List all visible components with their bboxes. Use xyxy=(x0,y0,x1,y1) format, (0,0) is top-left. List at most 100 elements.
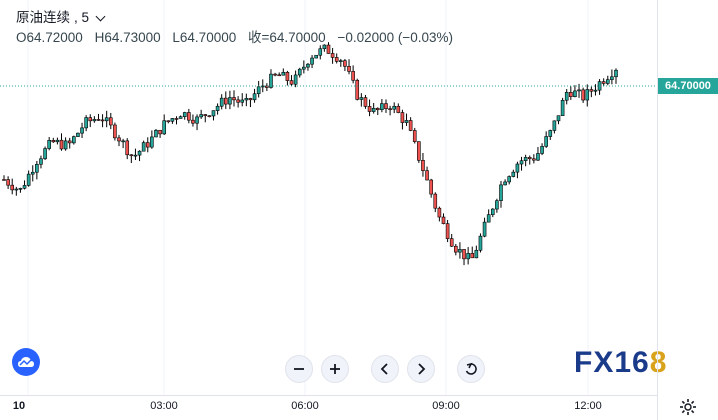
candle-down xyxy=(527,157,532,160)
candle-up xyxy=(30,171,35,175)
candle-down xyxy=(470,253,475,259)
candle-down xyxy=(375,107,380,111)
candle-up xyxy=(269,73,273,88)
candle-up xyxy=(228,97,232,105)
fx168-logo: FX168 xyxy=(574,346,667,380)
scroll-left-button[interactable] xyxy=(371,355,399,383)
candle-down xyxy=(277,74,281,77)
candle-up xyxy=(256,86,261,95)
candle-up xyxy=(544,136,548,147)
chevron-down-icon[interactable] xyxy=(95,11,106,21)
candle-down xyxy=(88,117,93,122)
chart-area[interactable]: 原油连续 , 5 O64.72000 H64.73000 L64.70000 收=… xyxy=(0,0,666,395)
scroll-right-button[interactable] xyxy=(407,355,435,383)
candle-up xyxy=(39,158,43,165)
candle-up xyxy=(170,118,175,122)
chart-legend: 原油连续 , 5 O64.72000 H64.73000 L64.70000 收=… xyxy=(16,8,461,48)
candle-down xyxy=(601,81,606,84)
candle-up xyxy=(614,69,618,78)
zoom-in-button[interactable] xyxy=(321,355,349,383)
candle-down xyxy=(384,103,388,110)
candle-up xyxy=(573,90,577,97)
cloud-button[interactable] xyxy=(12,348,40,376)
candle-up xyxy=(18,187,23,190)
candle-up xyxy=(182,112,187,117)
candle-up xyxy=(162,120,166,135)
candle-up xyxy=(72,136,76,144)
candle-up xyxy=(195,116,199,124)
time-axis[interactable]: 10 03:00 06:00 09:00 12:00 xyxy=(0,395,657,420)
candle-up xyxy=(392,105,397,110)
candle-down xyxy=(363,97,368,107)
candle-up xyxy=(610,76,614,80)
candle-down xyxy=(191,119,195,124)
candle-down xyxy=(388,108,392,111)
candle-up xyxy=(133,154,138,157)
candle-down xyxy=(10,184,15,191)
candle-up xyxy=(482,221,487,237)
candle-up xyxy=(211,110,216,117)
reset-icon xyxy=(465,362,477,375)
candle-down xyxy=(67,140,72,144)
candlestick-chart[interactable] xyxy=(0,0,657,395)
time-label-day: 10 xyxy=(12,400,26,412)
candle-up xyxy=(314,54,318,59)
zoom-out-icon xyxy=(294,368,304,370)
candle-down xyxy=(441,216,446,224)
candle-up xyxy=(240,99,245,103)
candle-down xyxy=(417,141,421,161)
candle-down xyxy=(589,89,594,92)
candle-up xyxy=(577,89,581,92)
gear-icon[interactable] xyxy=(679,398,697,416)
candle-up xyxy=(35,163,39,173)
candle-up xyxy=(281,71,286,76)
candle-up xyxy=(252,93,257,101)
candle-down xyxy=(265,85,269,88)
logo-text: FX16 xyxy=(574,346,650,379)
candle-down xyxy=(421,159,425,171)
candle-down xyxy=(330,53,335,58)
candle-up xyxy=(495,200,499,210)
candle-down xyxy=(437,207,442,218)
logo-accent: 8 xyxy=(649,346,668,379)
change-value: −0.02000 (−0.03%) xyxy=(337,30,454,45)
candle-down xyxy=(2,179,6,181)
legend-title-row[interactable]: 原油连续 , 5 xyxy=(16,8,461,28)
candle-up xyxy=(104,117,109,122)
candle-down xyxy=(51,140,56,143)
reset-button[interactable] xyxy=(457,355,485,383)
candle-up xyxy=(523,157,528,162)
candle-up xyxy=(244,98,249,101)
candle-up xyxy=(552,120,557,131)
open-value: O64.72000 xyxy=(16,30,83,45)
candle-up xyxy=(137,150,142,156)
candle-down xyxy=(232,97,236,101)
candle-up xyxy=(507,176,512,183)
candle-up xyxy=(318,48,323,56)
candle-down xyxy=(367,106,372,112)
candle-down xyxy=(166,120,171,123)
candle-up xyxy=(178,116,183,119)
candle-down xyxy=(326,44,331,54)
candle-up xyxy=(540,146,544,154)
candle-up xyxy=(302,66,306,70)
candle-up xyxy=(503,181,507,186)
price-axis[interactable]: 64.70000 xyxy=(657,0,718,420)
candle-up xyxy=(536,153,540,161)
candle-down xyxy=(343,60,347,67)
candle-up xyxy=(55,139,60,143)
candle-up xyxy=(458,249,462,253)
candle-up xyxy=(564,92,569,101)
candle-down xyxy=(581,89,585,101)
close-value: 收=64.70000 xyxy=(248,30,326,45)
candle-down xyxy=(396,105,401,113)
candle-up xyxy=(14,188,19,191)
zoom-out-button[interactable] xyxy=(285,355,313,383)
candle-down xyxy=(108,117,113,126)
candle-up xyxy=(486,214,491,223)
candle-up xyxy=(380,103,384,111)
time-label-1200: 12:00 xyxy=(574,400,602,412)
candle-down xyxy=(96,119,101,121)
candle-down xyxy=(449,238,454,247)
candle-up xyxy=(22,185,27,189)
